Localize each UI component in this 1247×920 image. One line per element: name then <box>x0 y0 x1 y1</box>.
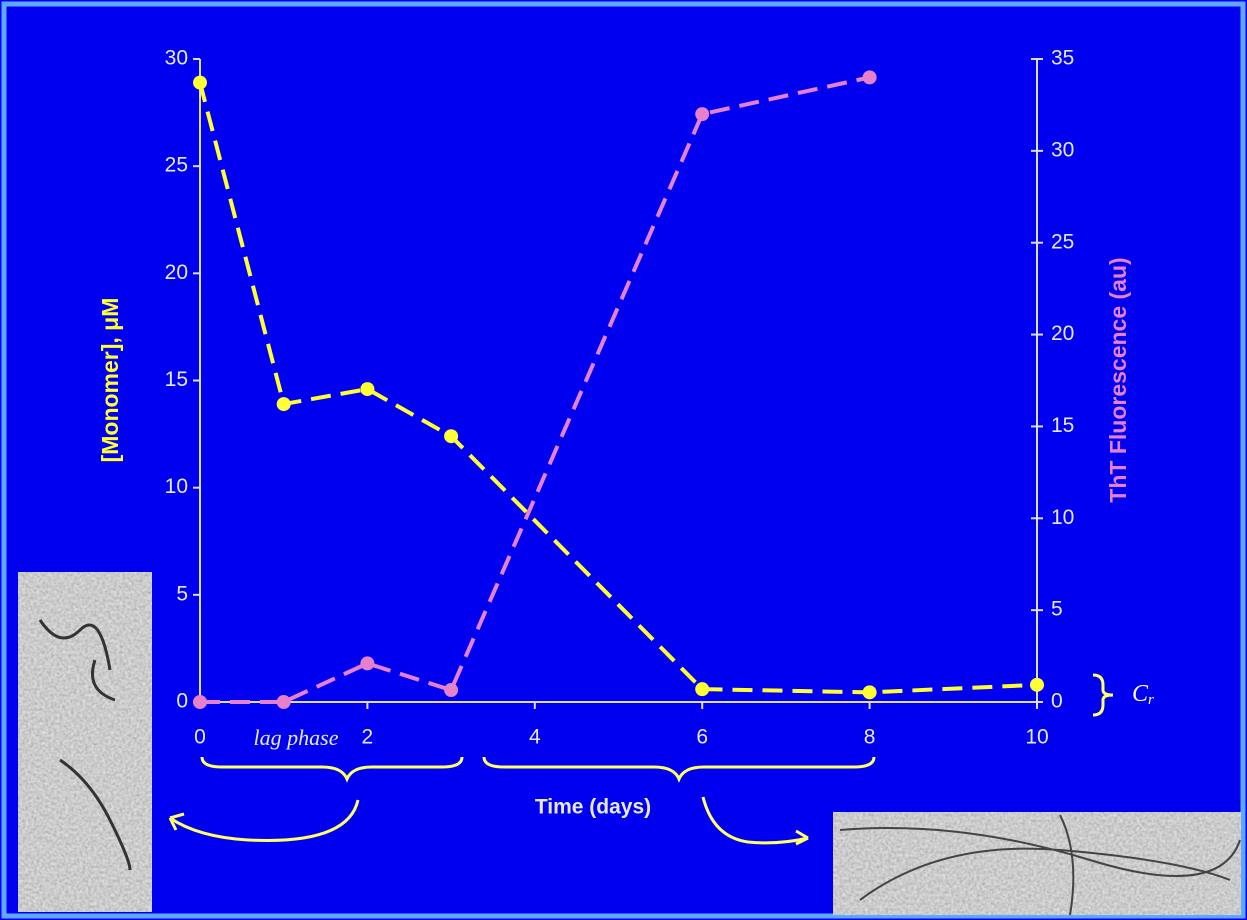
data-point <box>193 76 207 90</box>
y-tick-label: 20 <box>165 261 188 284</box>
y-tick-label: 25 <box>165 154 188 177</box>
y2-tick-label: 35 <box>1051 47 1074 70</box>
y2-tick-label: 10 <box>1051 506 1074 529</box>
y-tick-label: 10 <box>165 475 188 498</box>
data-point <box>695 682 709 696</box>
y2-tick-label: 25 <box>1051 230 1074 253</box>
data-point <box>863 685 877 699</box>
x-tick-label: 6 <box>696 726 708 749</box>
y2-tick-label: 5 <box>1051 598 1063 621</box>
cr-text: C <box>1132 681 1149 707</box>
y-tick-label: 15 <box>165 368 188 391</box>
y-tick-label: 5 <box>176 582 188 605</box>
x-tick-label: 2 <box>362 726 374 749</box>
y-axis-label: [Monomer], μM <box>97 298 123 463</box>
data-point <box>863 70 877 84</box>
y2-tick-label: 30 <box>1051 138 1074 161</box>
y2-tick-label: 15 <box>1051 414 1074 437</box>
cr-subscript: r <box>1148 692 1154 708</box>
x-tick-label: 4 <box>529 726 541 749</box>
x-tick-label: 0 <box>194 726 206 749</box>
data-point <box>1030 678 1044 692</box>
chart: lag phase Time (days) Cr [Monomer], μM T… <box>0 0 1247 920</box>
micrograph-left <box>18 572 152 912</box>
data-point <box>360 656 374 670</box>
y-tick-label: 0 <box>176 690 188 713</box>
y2-axis-label: ThT Fluorescence (au) <box>1105 257 1131 502</box>
x-tick-label: 10 <box>1025 726 1048 749</box>
data-point <box>695 107 709 121</box>
data-point <box>277 397 291 411</box>
data-point <box>277 695 291 709</box>
data-point <box>444 429 458 443</box>
annotation: lag phase <box>254 725 339 750</box>
data-point <box>444 683 458 697</box>
y2-tick-label: 0 <box>1051 690 1063 713</box>
y-tick-label: 30 <box>165 47 188 70</box>
data-point <box>360 382 374 396</box>
x-tick-label: 8 <box>864 726 876 749</box>
data-point <box>193 695 207 709</box>
x-axis-label: Time (days) <box>535 796 651 819</box>
y2-tick-label: 20 <box>1051 322 1074 345</box>
